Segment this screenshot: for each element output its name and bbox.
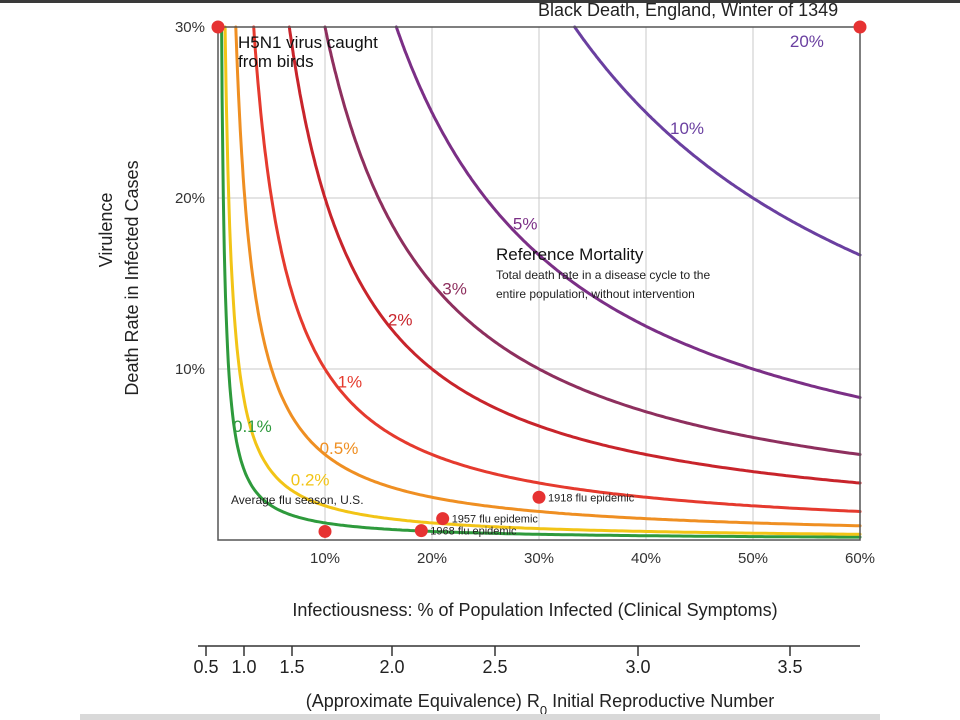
curve-label-0p2pct: 0.2% [291,471,330,490]
top-border [0,0,960,3]
curve-label-5pct: 5% [513,214,538,233]
point-flu-1918 [532,490,546,504]
curve-0p2pct [223,25,862,536]
y-axis-title-line1: Virulence [96,193,116,268]
x-tick-label: 60% [845,550,875,567]
curve-labels: 0.1% 0.2% 0.5% 1% 2% 3% 5% 10% 20% [233,32,824,490]
curve-1pct [252,25,862,513]
reference-mortality-title: Reference Mortality [496,245,644,264]
x-axis-title: Infectiousness: % of Population Infected… [292,600,777,620]
curve-label-2pct: 2% [388,310,413,329]
r0-tick-label: 1.0 [231,657,256,677]
point-black-death [853,20,867,34]
r0-tick-label: 0.5 [193,657,218,677]
point-flu-1968 [414,524,428,538]
point-flu-1957 [436,512,450,526]
y-axis-title-line2: Death Rate in Infected Cases [122,160,142,395]
r0-axis-title-suffix: Initial Reproductive Number [547,691,774,711]
h5n1-label-line2: from birds [238,52,314,71]
axis-ticks: 10% 20% 30% 40% 50% 60% 10% 20% 30% [175,19,875,567]
r0-tick-label: 3.5 [777,657,802,677]
curve-0p5pct [234,25,862,528]
plot-frame [217,26,861,541]
r0-tick-label: 3.0 [625,657,650,677]
r0-axis-title-prefix: (Approximate Equivalence) R [306,691,540,711]
r0-tick-label: 2.5 [482,657,507,677]
point-avg-flu [318,524,332,538]
reference-mortality-desc-line2: entire population, without intervention [496,287,695,301]
curve-label-3pct: 3% [442,280,467,299]
point-label-flu-1957: 1957 flu epidemic [452,514,539,526]
curve-label-10pct: 10% [670,119,704,138]
curve-0p1pct [220,25,862,539]
point-h5n1 [211,20,225,34]
x-tick-label: 10% [310,550,340,567]
mortality-curves [220,25,862,539]
point-label-flu-1968: 1968 flu epidemic [430,526,517,538]
y-tick-label: 30% [175,19,205,36]
curve-2pct [287,25,862,485]
curve-3pct [323,25,862,456]
bottom-strip [80,714,880,720]
curve-label-1pct: 1% [338,373,363,392]
curve-label-20pct: 20% [790,32,824,51]
curve-5pct [394,25,862,399]
y-tick-label: 10% [175,361,205,378]
h5n1-label-line1: H5N1 virus caught [238,33,378,52]
curve-10pct [573,25,862,257]
x-tick-label: 50% [738,550,768,567]
curve-label-0p1pct: 0.1% [233,417,272,436]
y-tick-label: 20% [175,190,205,207]
r0-axis-title: (Approximate Equivalence) R0 Initial Rep… [306,691,774,718]
r0-tick-label: 1.5 [279,657,304,677]
r0-tick-label: 2.0 [379,657,404,677]
avg-flu-label: Average flu season, U.S. [231,493,364,507]
x-tick-label: 30% [524,550,554,567]
x-tick-label: 20% [417,550,447,567]
reference-mortality-desc-line1: Total death rate in a disease cycle to t… [496,268,710,282]
r0-axis-title-sub: 0 [540,703,547,718]
curve-label-0p5pct: 0.5% [320,439,359,458]
point-label-flu-1918: 1918 flu epidemic [548,492,635,504]
grid [218,26,861,540]
black-death-label: Black Death, England, Winter of 1349 [538,0,838,20]
r0-axis-ticks: 0.5 1.0 1.5 2.0 2.5 3.0 3.5 [193,646,803,677]
x-tick-label: 40% [631,550,661,567]
